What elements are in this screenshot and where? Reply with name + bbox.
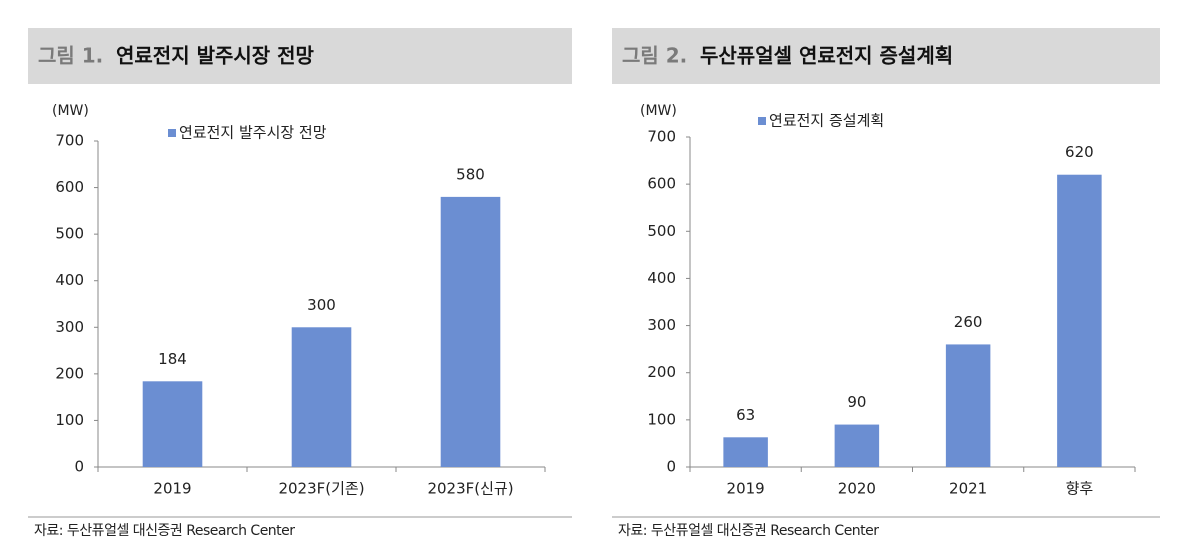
y-axis-label: (MW) bbox=[640, 103, 677, 119]
value-label: 300 bbox=[307, 296, 336, 314]
bar bbox=[945, 344, 991, 467]
x-tick-label: 2019 bbox=[727, 480, 765, 498]
y-tick-label: 500 bbox=[647, 222, 676, 240]
y-tick-label: 200 bbox=[55, 364, 84, 382]
value-label: 580 bbox=[456, 165, 485, 183]
bar bbox=[142, 381, 203, 467]
bar bbox=[440, 196, 501, 467]
y-tick-label: 100 bbox=[55, 411, 84, 429]
legend-label: 연료전지 발주시장 전망 bbox=[179, 124, 327, 142]
bar bbox=[723, 437, 768, 467]
y-tick-label: 400 bbox=[55, 271, 84, 289]
y-tick-label: 600 bbox=[55, 178, 84, 196]
x-tick-label: 2023F(기존) bbox=[278, 480, 364, 498]
bar bbox=[291, 327, 352, 467]
y-tick-label: 500 bbox=[55, 225, 84, 243]
legend-label: 연료전지 증설계획 bbox=[769, 112, 884, 130]
legend-swatch bbox=[168, 129, 176, 137]
y-tick-label: 700 bbox=[55, 132, 84, 150]
y-tick-label: 0 bbox=[74, 458, 84, 476]
bar bbox=[1057, 174, 1102, 467]
value-label: 184 bbox=[158, 350, 187, 368]
value-label: 90 bbox=[847, 393, 866, 411]
x-tick-label: 2019 bbox=[153, 480, 191, 498]
figure-label: 그림 1. bbox=[38, 44, 103, 68]
chart-title: 연료전지 발주시장 전망 bbox=[116, 44, 315, 68]
x-tick-label: 2023F(신규) bbox=[427, 480, 513, 498]
value-label: 63 bbox=[736, 406, 755, 424]
header-bar bbox=[612, 28, 1160, 84]
y-tick-label: 0 bbox=[666, 458, 676, 476]
y-tick-label: 200 bbox=[647, 363, 676, 381]
figure-label: 그림 2. bbox=[622, 44, 687, 68]
chart-title: 두산퓨얼셀 연료전지 증설계획 bbox=[700, 44, 953, 68]
y-axis-label: (MW) bbox=[52, 103, 89, 119]
y-tick-label: 300 bbox=[55, 318, 84, 336]
source: 자료: 두산퓨얼셀 대신증권 Research Center bbox=[618, 523, 879, 539]
value-label: 620 bbox=[1065, 143, 1094, 161]
value-label: 260 bbox=[954, 313, 983, 331]
y-tick-label: 400 bbox=[647, 269, 676, 287]
x-tick-label: 2021 bbox=[949, 480, 987, 498]
header-bar bbox=[28, 28, 572, 84]
legend-swatch bbox=[758, 117, 766, 125]
x-tick-label: 향후 bbox=[1066, 480, 1094, 498]
x-tick-label: 2020 bbox=[838, 480, 876, 498]
source: 자료: 두산퓨얼셀 대신증권 Research Center bbox=[34, 523, 295, 539]
y-tick-label: 100 bbox=[647, 410, 676, 428]
bar bbox=[834, 424, 880, 467]
y-tick-label: 600 bbox=[647, 175, 676, 193]
y-tick-label: 700 bbox=[647, 128, 676, 146]
y-tick-label: 300 bbox=[647, 316, 676, 334]
